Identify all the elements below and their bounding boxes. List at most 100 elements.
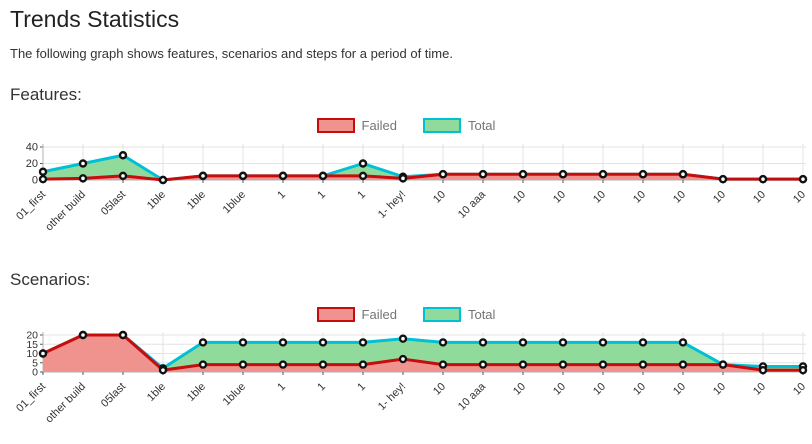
total-legend-label: Total [467,306,496,322]
x-axis-label: 1 [315,381,328,394]
failed-data-point[interactable] [78,174,88,183]
x-axis-label: 1- hey! [376,381,408,413]
failed-data-point[interactable] [798,174,808,184]
x-axis-label: 10 aaa [456,380,489,413]
failed-data-point[interactable] [78,330,88,340]
features-heading: Features: [10,85,82,104]
x-axis-label: 10 [591,381,608,398]
x-axis-label: 1blue [221,189,249,217]
total-data-point[interactable] [238,338,248,347]
total-data-point[interactable] [78,159,88,168]
failed-data-point[interactable] [518,170,528,179]
x-axis-label: 05last [99,381,128,410]
scenarios-legend: Failed Total [0,304,812,324]
x-axis-label: 10 [711,381,728,398]
y-axis-label: 10 [26,348,38,360]
x-axis-label: 10 [511,189,528,206]
x-axis-label: 1 [275,381,288,394]
total-legend-label: Total [467,117,496,133]
y-axis-label: 40 [26,142,38,154]
failed-data-point[interactable] [558,170,568,179]
total-data-point[interactable] [38,167,48,176]
failed-data-point[interactable] [158,175,168,185]
failed-data-point[interactable] [118,330,128,340]
failed-data-point[interactable] [518,360,528,369]
failed-data-point[interactable] [38,174,48,184]
x-axis-label: 10 [711,189,728,206]
x-axis-label: other build [43,189,88,234]
total-data-point[interactable] [438,338,448,347]
failed-data-point[interactable] [678,360,688,369]
total-swatch [422,306,461,322]
failed-data-point[interactable] [598,360,608,369]
failed-data-point[interactable] [198,171,208,181]
failed-data-point[interactable] [478,170,488,179]
scenarios-heading: Scenarios: [10,270,91,289]
total-data-point[interactable] [118,151,128,160]
y-axis-label: 20 [26,158,38,170]
failed-swatch [316,306,355,322]
total-data-point[interactable] [678,338,688,347]
total-data-point[interactable] [558,338,568,347]
x-axis-label: 1- hey! [376,189,408,221]
total-data-point[interactable] [358,159,368,168]
total-line [41,333,805,370]
x-axis-label: 10 [631,189,648,206]
failed-data-point[interactable] [718,360,728,369]
failed-data-point[interactable] [238,171,248,181]
legend-item-total: Total [422,117,496,133]
failed-data-point[interactable] [758,174,768,184]
x-axis-label: 1ble [185,381,208,404]
failed-legend-label: Failed [361,306,397,322]
total-data-point[interactable] [198,338,208,347]
total-data-point[interactable] [358,338,368,347]
failed-data-point[interactable] [678,170,688,179]
y-axis-label: 20 [26,330,38,342]
failed-data-point[interactable] [158,365,168,375]
x-axis-label: 1ble [145,381,168,404]
failed-data-point[interactable] [198,360,208,369]
x-axis-label: 10 [751,189,768,206]
x-axis-label: 01_first [14,381,48,415]
x-axis-label: 10 [791,189,808,206]
total-data-point[interactable] [638,338,648,347]
legend-item-failed: Failed [316,117,397,133]
total-data-point[interactable] [518,338,528,347]
failed-data-point[interactable] [118,171,128,181]
failed-data-point[interactable] [318,171,328,181]
total-data-point[interactable] [278,338,288,347]
failed-data-point[interactable] [278,171,288,181]
failed-data-point[interactable] [398,174,408,183]
failed-data-point[interactable] [478,360,488,369]
failed-data-point[interactable] [438,170,448,179]
failed-data-point[interactable] [238,360,248,369]
total-area [43,335,803,372]
total-data-point[interactable] [318,338,328,347]
total-data-point[interactable] [478,338,488,347]
y-axis-label: 0 [32,175,38,187]
failed-data-point[interactable] [398,354,408,364]
total-swatch [422,117,461,133]
failed-data-point[interactable] [798,365,808,375]
failed-data-point[interactable] [358,171,368,181]
failed-data-point[interactable] [358,360,368,369]
total-data-point[interactable] [398,334,408,343]
legend-item-total: Total [422,306,496,322]
failed-data-point[interactable] [598,170,608,179]
failed-data-point[interactable] [38,349,48,358]
failed-data-point[interactable] [638,360,648,369]
x-axis-label: 10 aaa [456,188,489,221]
total-data-point[interactable] [598,338,608,347]
x-axis-label: 10 [671,381,688,398]
failed-data-point[interactable] [718,174,728,184]
failed-data-point[interactable] [758,365,768,375]
failed-data-point[interactable] [438,360,448,369]
failed-data-point[interactable] [278,360,288,369]
failed-data-point[interactable] [318,360,328,369]
failed-data-point[interactable] [638,170,648,179]
x-axis-label: 10 [591,189,608,206]
failed-data-point[interactable] [558,360,568,369]
features-legend: Failed Total [0,115,812,135]
